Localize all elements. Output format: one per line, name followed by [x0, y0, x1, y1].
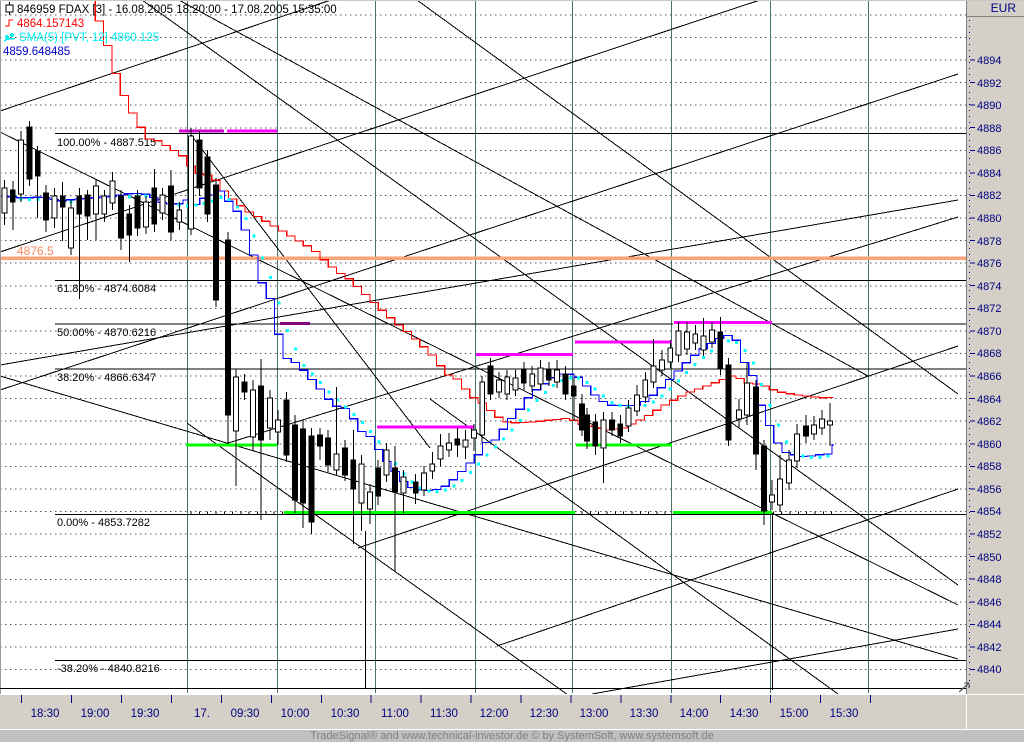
svg-text:17.: 17.: [194, 708, 210, 720]
svg-text:4866: 4866: [977, 371, 1001, 383]
svg-text:4852: 4852: [977, 529, 1001, 541]
svg-text:EUR: EUR: [991, 1, 1017, 15]
svg-text:4862: 4862: [977, 416, 1001, 428]
svg-text:4840: 4840: [977, 664, 1001, 676]
svg-text:14:30: 14:30: [730, 708, 759, 720]
svg-text:4872: 4872: [977, 303, 1001, 315]
svg-text:19:00: 19:00: [81, 708, 110, 720]
svg-text:4864.157143: 4864.157143: [17, 18, 84, 30]
svg-text:4848: 4848: [977, 574, 1001, 586]
svg-text:13:30: 13:30: [630, 708, 659, 720]
svg-text:4868: 4868: [977, 348, 1001, 360]
svg-text:4890: 4890: [977, 100, 1001, 112]
svg-text:14:00: 14:00: [680, 708, 709, 720]
svg-text:4886: 4886: [977, 145, 1001, 157]
svg-text:4880: 4880: [977, 213, 1001, 225]
svg-text:SMA(5) [PVT, 12] 4860.125: SMA(5) [PVT, 12] 4860.125: [19, 32, 159, 44]
svg-text:4859.648485: 4859.648485: [3, 46, 70, 58]
svg-text:4846: 4846: [977, 597, 1001, 609]
svg-text:100.00% - 4887.515: 100.00% - 4887.515: [57, 137, 156, 149]
svg-text:12:00: 12:00: [480, 708, 509, 720]
svg-text:-38.20% - 4840.8216: -38.20% - 4840.8216: [57, 663, 160, 675]
svg-text:4860: 4860: [977, 439, 1001, 451]
svg-text:4870: 4870: [977, 326, 1001, 338]
svg-text:4850: 4850: [977, 552, 1001, 564]
svg-text:4856: 4856: [977, 484, 1001, 496]
svg-text:61.80% - 4874.6084: 61.80% - 4874.6084: [57, 283, 156, 295]
svg-text:4858: 4858: [977, 461, 1001, 473]
svg-text:4876: 4876: [977, 258, 1001, 270]
svg-text:10:00: 10:00: [281, 708, 310, 720]
svg-text:4884: 4884: [977, 168, 1001, 180]
svg-text:13:00: 13:00: [580, 708, 609, 720]
svg-text:15:30: 15:30: [830, 708, 859, 720]
svg-text:0.00% - 4853.7282: 0.00% - 4853.7282: [57, 517, 150, 529]
svg-text:4842: 4842: [977, 642, 1001, 654]
svg-text:19:30: 19:30: [131, 708, 160, 720]
svg-text:38.20% - 4866.6347: 38.20% - 4866.6347: [57, 372, 156, 384]
svg-text:846959 FDAX [3] - 16.08.2005: 846959 FDAX [3] - 16.08.2005 18:20:00 - …: [17, 4, 337, 16]
svg-text:12:30: 12:30: [530, 708, 559, 720]
svg-text:4844: 4844: [977, 619, 1001, 631]
svg-text:4864: 4864: [977, 394, 1001, 406]
svg-text:11:30: 11:30: [430, 708, 458, 720]
svg-text:10:30: 10:30: [331, 708, 360, 720]
svg-text:4882: 4882: [977, 190, 1001, 202]
svg-text:4894: 4894: [977, 55, 1001, 67]
svg-text:4876.5: 4876.5: [17, 244, 54, 258]
svg-text:4878: 4878: [977, 236, 1001, 248]
svg-text:09:30: 09:30: [231, 708, 260, 720]
svg-text:4874: 4874: [977, 281, 1001, 293]
svg-text:TradeSignal® and www.technical: TradeSignal® and www.technical-investor.…: [310, 730, 713, 742]
svg-text:4892: 4892: [977, 78, 1001, 90]
svg-text:15:00: 15:00: [780, 708, 809, 720]
svg-text:4888: 4888: [977, 123, 1001, 135]
svg-text:11:00: 11:00: [381, 708, 409, 720]
svg-text:18:30: 18:30: [31, 708, 60, 720]
svg-text:4854: 4854: [977, 506, 1001, 518]
svg-text:50.00% - 4870.6216: 50.00% - 4870.6216: [57, 327, 156, 339]
